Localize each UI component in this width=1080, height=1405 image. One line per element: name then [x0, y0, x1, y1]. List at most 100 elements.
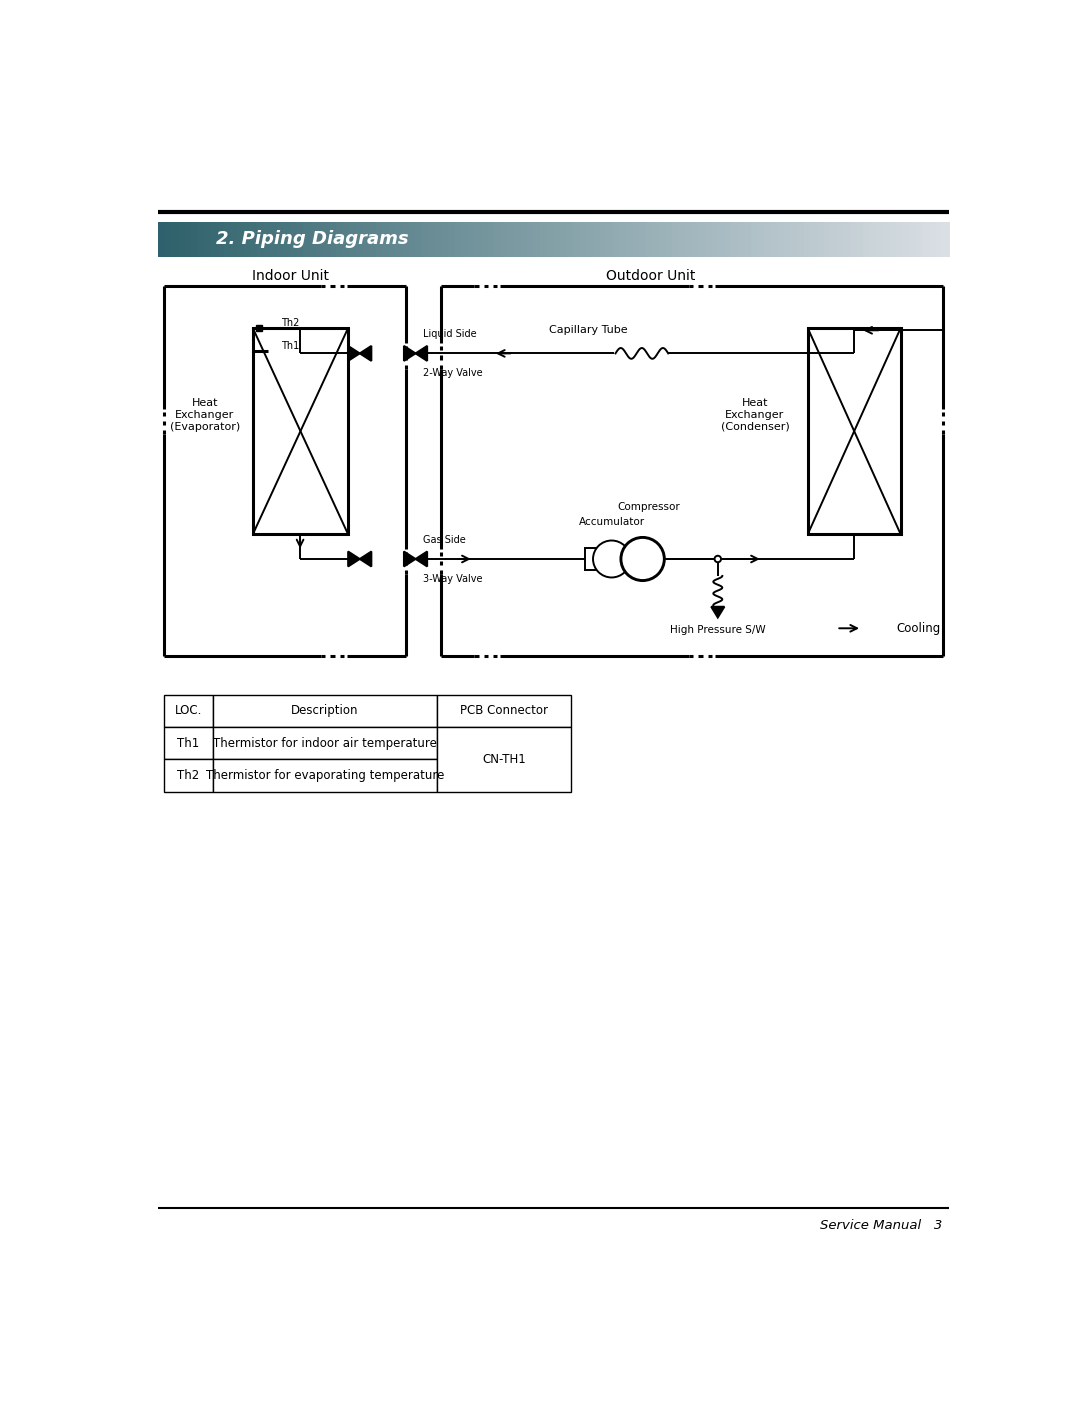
Text: High Pressure S/W: High Pressure S/W: [670, 625, 766, 635]
Text: Description: Description: [292, 704, 359, 717]
Bar: [593, 222, 602, 257]
Bar: [771, 222, 779, 257]
Bar: [402, 222, 410, 257]
Polygon shape: [348, 346, 360, 361]
Bar: [916, 222, 924, 257]
Bar: [573, 222, 581, 257]
Bar: [323, 222, 332, 257]
Text: Capillary Tube: Capillary Tube: [549, 326, 627, 336]
Polygon shape: [360, 552, 372, 566]
Bar: [778, 222, 785, 257]
Bar: [850, 222, 859, 257]
Bar: [231, 222, 239, 257]
Text: Heat
Exchanger
(Evaporator): Heat Exchanger (Evaporator): [170, 399, 240, 431]
Bar: [435, 222, 443, 257]
Bar: [461, 222, 470, 257]
Bar: [336, 222, 345, 257]
Bar: [164, 726, 213, 759]
Text: Outdoor Unit: Outdoor Unit: [606, 270, 696, 284]
Bar: [652, 222, 661, 257]
Bar: [527, 222, 536, 257]
Bar: [164, 759, 213, 791]
Text: Th2: Th2: [177, 769, 200, 781]
Circle shape: [593, 541, 631, 577]
Text: 3-Way Valve: 3-Way Valve: [423, 575, 483, 584]
Polygon shape: [416, 346, 428, 361]
Text: Thermistor for indoor air temperature: Thermistor for indoor air temperature: [213, 736, 436, 749]
Bar: [481, 222, 489, 257]
Bar: [903, 222, 910, 257]
Bar: [238, 222, 245, 257]
Text: Liquid Side: Liquid Side: [423, 329, 477, 339]
Bar: [831, 222, 838, 257]
Text: PCB Connector: PCB Connector: [460, 704, 548, 717]
Bar: [890, 222, 897, 257]
Bar: [251, 222, 258, 257]
Bar: [554, 222, 562, 257]
Bar: [495, 222, 502, 257]
Bar: [508, 222, 515, 257]
Circle shape: [715, 556, 721, 562]
Bar: [442, 222, 449, 257]
Bar: [612, 222, 621, 257]
Bar: [159, 222, 166, 257]
Polygon shape: [404, 552, 416, 566]
Bar: [869, 222, 878, 257]
Bar: [909, 222, 917, 257]
Text: 2-Way Valve: 2-Way Valve: [423, 368, 483, 378]
Bar: [659, 222, 667, 257]
Bar: [626, 222, 634, 257]
Polygon shape: [416, 552, 428, 566]
Polygon shape: [712, 607, 725, 618]
Bar: [422, 222, 430, 257]
Text: Th2: Th2: [282, 318, 300, 327]
Bar: [514, 222, 522, 257]
Text: Service Manual   3: Service Manual 3: [821, 1218, 943, 1232]
Bar: [685, 222, 693, 257]
Bar: [468, 222, 476, 257]
Bar: [718, 222, 727, 257]
Bar: [599, 222, 608, 257]
Bar: [310, 222, 318, 257]
Bar: [329, 222, 338, 257]
Bar: [929, 222, 937, 257]
Bar: [534, 222, 542, 257]
Bar: [363, 222, 370, 257]
Bar: [455, 222, 463, 257]
Bar: [303, 222, 311, 257]
Bar: [546, 222, 555, 257]
Bar: [816, 222, 825, 257]
Bar: [678, 222, 687, 257]
Bar: [922, 222, 931, 257]
Text: CN-TH1: CN-TH1: [482, 753, 526, 766]
Bar: [389, 222, 397, 257]
Bar: [244, 222, 252, 257]
Bar: [213, 759, 437, 791]
Text: Compressor: Compressor: [618, 502, 680, 511]
Bar: [488, 222, 496, 257]
Bar: [738, 222, 746, 257]
Bar: [751, 222, 759, 257]
Bar: [586, 222, 595, 257]
Bar: [369, 222, 377, 257]
Bar: [672, 222, 680, 257]
Bar: [204, 222, 213, 257]
Text: Cooling: Cooling: [896, 622, 941, 635]
Bar: [856, 222, 865, 257]
Bar: [211, 222, 219, 257]
Bar: [297, 222, 305, 257]
Bar: [225, 222, 232, 257]
Bar: [217, 222, 226, 257]
Bar: [165, 222, 173, 257]
Text: Accumulator: Accumulator: [579, 517, 645, 527]
Text: Heat
Exchanger
(Condenser): Heat Exchanger (Condenser): [720, 399, 789, 431]
Bar: [356, 222, 364, 257]
Bar: [935, 222, 944, 257]
Bar: [342, 222, 351, 257]
Bar: [876, 222, 885, 257]
Bar: [797, 222, 806, 257]
Bar: [164, 694, 213, 726]
Polygon shape: [360, 346, 372, 361]
Bar: [863, 222, 872, 257]
Bar: [882, 222, 891, 257]
